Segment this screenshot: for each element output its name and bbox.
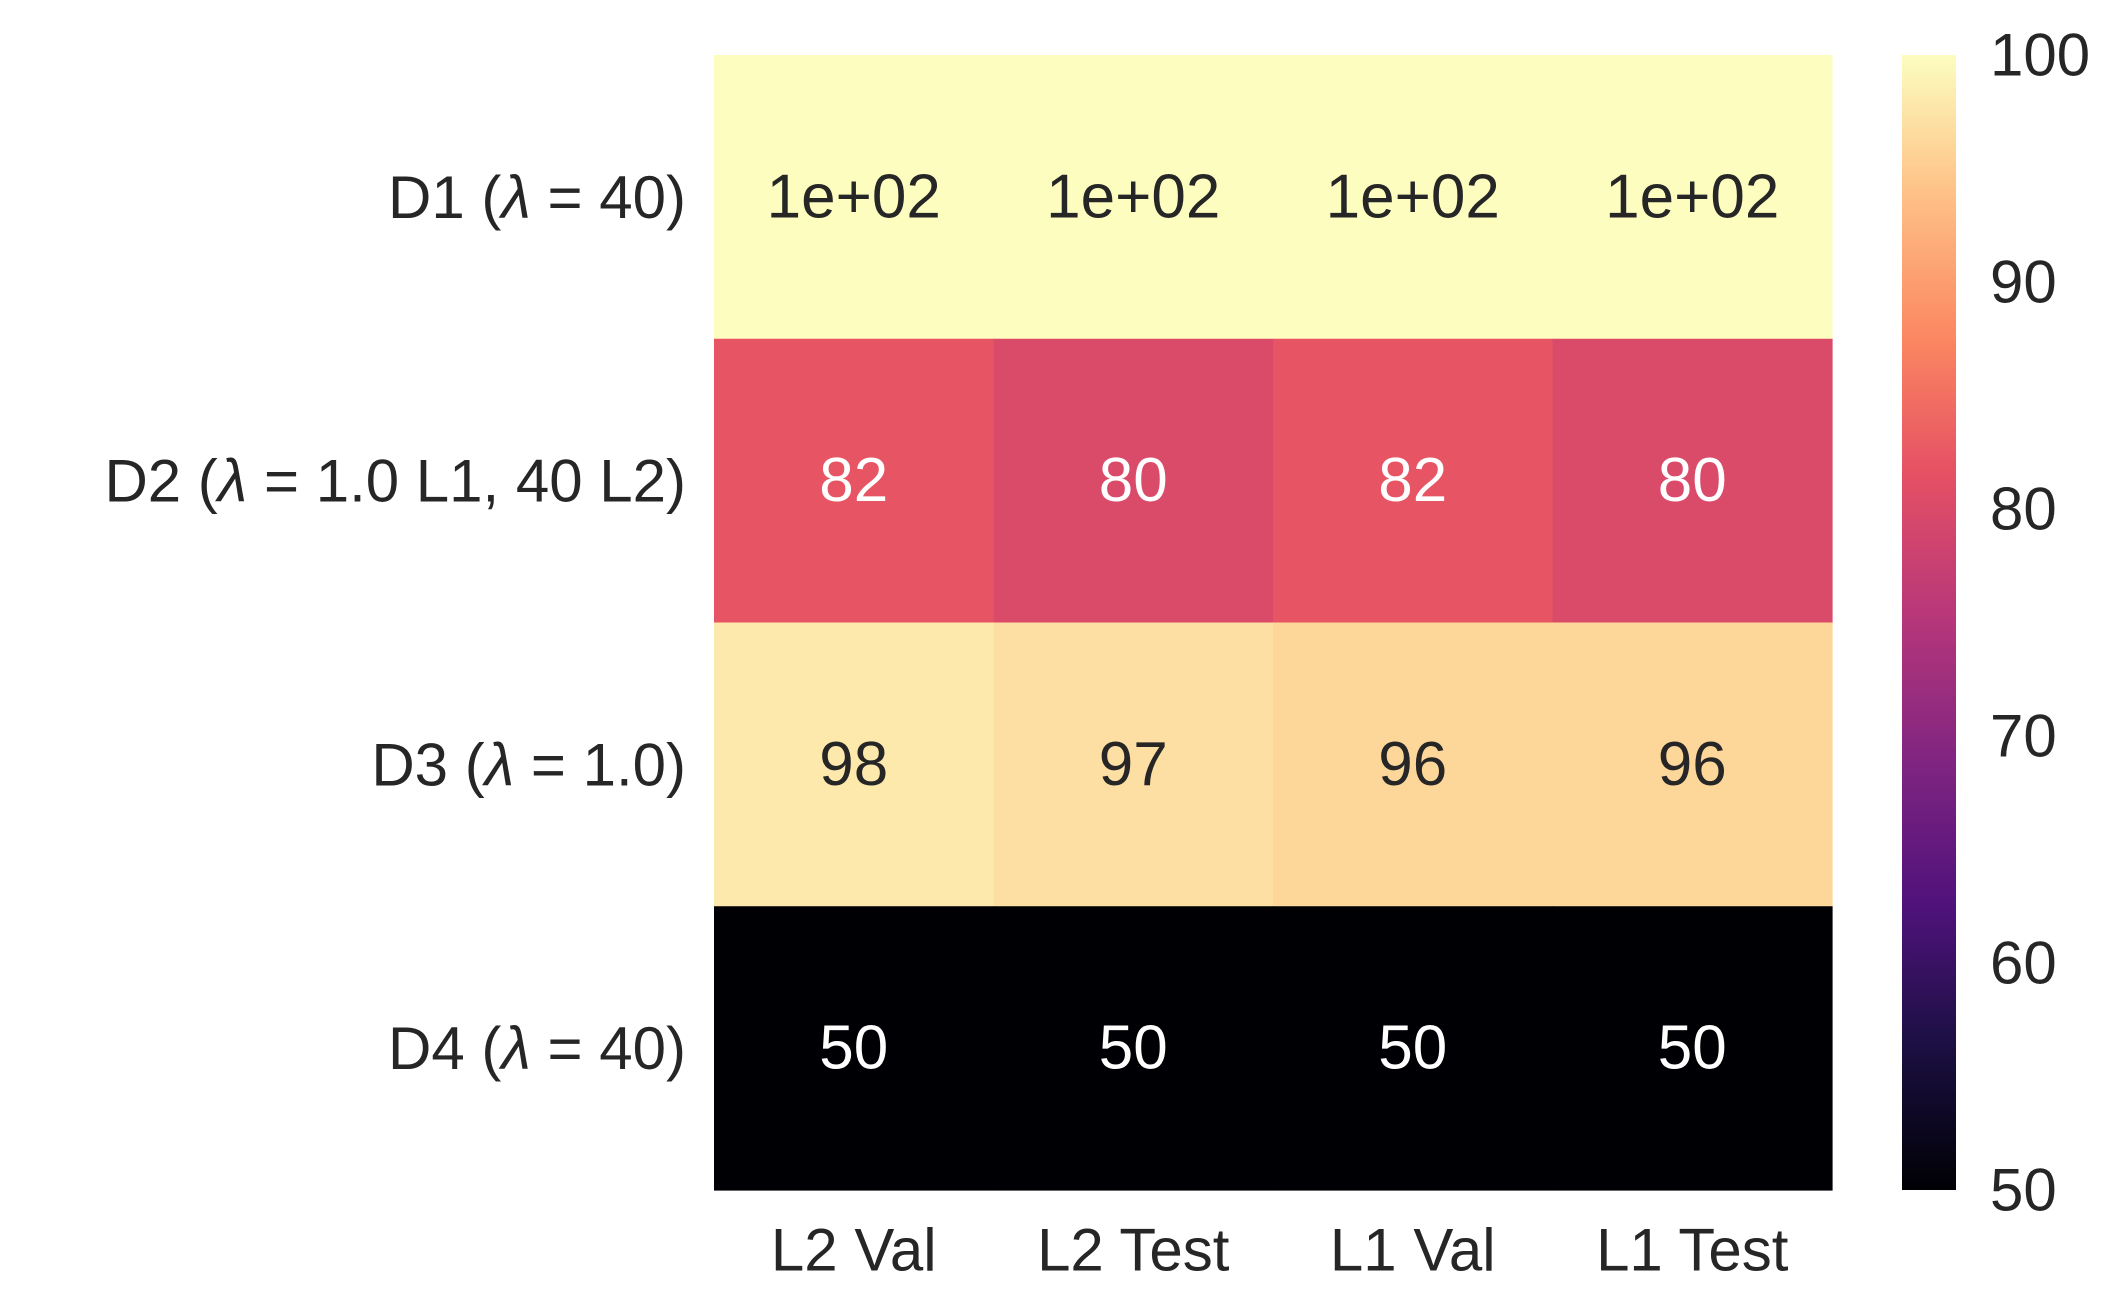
heatmap-cell <box>1273 906 1554 1191</box>
colorbar-tick-label: 90 <box>1990 249 2057 316</box>
heatmap-cell-value: 82 <box>1378 446 1447 515</box>
y-tick-label: D2 (λ = 1.0 L1, 40 L2) <box>104 447 686 514</box>
heatmap-cell <box>1552 906 1833 1191</box>
y-tick-label: D3 (λ = 1.0) <box>371 731 686 798</box>
heatmap-cell <box>1552 622 1833 907</box>
x-tick-label: L1 Val <box>1330 1217 1496 1284</box>
heatmap-cell-value: 1e+02 <box>1605 162 1779 231</box>
x-axis-tick-labels: L2 Val L2 Test L1 Val L1 Test <box>771 1217 1789 1284</box>
heatmap-cell-value: 1e+02 <box>1326 162 1500 231</box>
heatmap-cell-value: 80 <box>1099 446 1168 515</box>
colorbar-tick-label: 50 <box>1990 1157 2057 1224</box>
heatmap-cell <box>1273 622 1554 907</box>
heatmap-cell <box>714 906 995 1191</box>
heatmap-cell <box>993 338 1274 624</box>
heatmap-cell <box>993 55 1274 340</box>
x-tick-label: L2 Val <box>771 1217 937 1284</box>
x-tick-label: L2 Test <box>1037 1217 1230 1284</box>
y-tick-label: D4 (λ = 40) <box>388 1015 686 1082</box>
heatmap-cell <box>1273 55 1554 340</box>
heatmap-cell <box>993 622 1274 907</box>
heatmap-cell <box>714 622 995 907</box>
heatmap-cell-value: 1e+02 <box>767 162 941 231</box>
heatmap-cells <box>714 55 1833 1191</box>
heatmap-cell-value: 50 <box>819 1014 888 1083</box>
heatmap-cell-value: 50 <box>1099 1014 1168 1083</box>
colorbar-tick-label: 80 <box>1990 476 2057 543</box>
heatmap-cell-value: 50 <box>1658 1014 1727 1083</box>
heatmap-cell-value: 1e+02 <box>1046 162 1220 231</box>
heatmap-cell <box>714 55 995 340</box>
heatmap-cell-value: 50 <box>1378 1014 1447 1083</box>
heatmap-cell <box>1552 338 1833 624</box>
heatmap-cell-value: 97 <box>1099 730 1168 799</box>
heatmap-cell-value: 82 <box>819 446 888 515</box>
heatmap-cell-value: 80 <box>1658 446 1727 515</box>
colorbar: 50 60 70 80 90 100 <box>1902 22 2090 1224</box>
heatmap-cell <box>1273 338 1554 624</box>
y-tick-label: D1 (λ = 40) <box>388 163 686 230</box>
colorbar-gradient <box>1902 55 1956 1190</box>
heatmap-cell-value: 98 <box>819 730 888 799</box>
y-axis-tick-labels: D1 (λ = 40) D2 (λ = 1.0 L1, 40 L2) D3 (λ =… <box>104 163 686 1081</box>
heatmap-cell <box>1552 55 1833 340</box>
heatmap-annotations: 1e+02 1e+02 1e+02 1e+02 82 80 82 80 98 97 96 96 50 50… <box>767 162 1780 1082</box>
colorbar-tick-label: 70 <box>1990 703 2057 770</box>
heatmap-cell-value: 96 <box>1658 730 1727 799</box>
colorbar-tick-label: 60 <box>1990 930 2057 997</box>
x-tick-label: L1 Test <box>1596 1217 1789 1284</box>
heatmap-cell <box>993 906 1274 1191</box>
colorbar-tick-label: 100 <box>1990 22 2090 89</box>
heatmap-cell <box>714 338 995 624</box>
heatmap-cell-value: 96 <box>1378 730 1447 799</box>
